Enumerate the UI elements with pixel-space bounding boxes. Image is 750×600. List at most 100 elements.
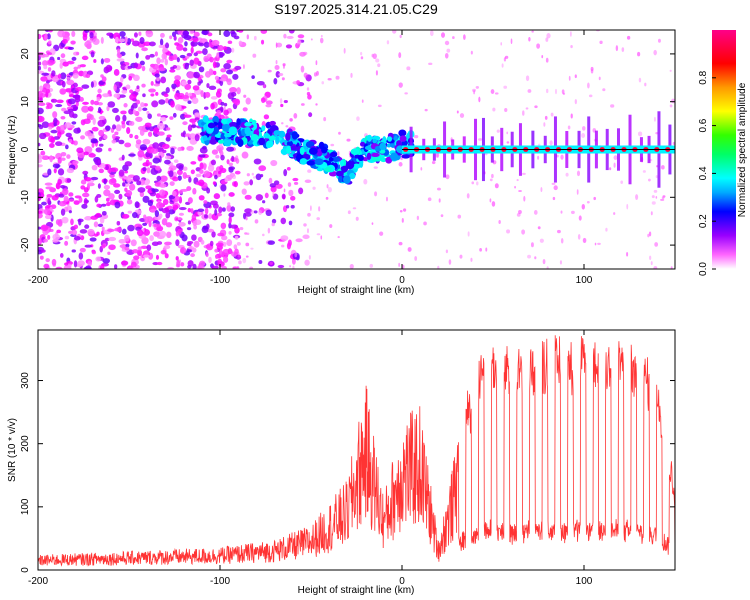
spectrogram-noise-mark [356,116,360,121]
spectrogram-noise-mark [177,216,182,221]
spectrogram-noise-mark [159,230,167,238]
spectrogram-noise-mark [155,254,160,260]
spectrogram-chirp-mark [222,123,231,132]
spectrogram-noise-mark [200,239,205,245]
snr-y-tick-label: 200 [20,435,31,452]
spectrogram-x-ticks: -200 -100 0 100 [28,30,593,286]
colorbar-tick-label: 0.2 [698,214,709,228]
spectrogram-noise-mark [228,192,235,197]
spectrogram-noise-mark [172,190,177,197]
spectrogram-noise-mark [127,210,133,214]
spectrogram-noise-mark [57,73,62,80]
spectrogram-noise-mark [38,194,42,202]
spectrogram-noise-mark [452,36,455,39]
spectrogram-noise-mark [165,222,173,228]
spectrogram-noise-mark [576,189,579,195]
spectrogram-noise-mark [260,30,268,34]
spectrogram-noise-mark [92,38,100,46]
spectrogram-noise-mark [38,142,41,147]
spectrogram-noise-mark [94,196,99,203]
spectrogram-noise-mark [231,91,237,97]
snr-background [38,330,675,570]
spectrogram-noise-mark [150,80,154,86]
spectrogram-noise-mark [97,223,104,228]
spectrogram-noise-mark [275,42,283,48]
spectrogram-noise-mark [204,91,211,98]
spectrogram-noise-mark [565,172,569,177]
spectrogram-noise-mark [223,193,226,197]
spectrogram-chirp-mark [357,154,364,162]
spectrogram-noise-mark [197,208,205,213]
spectrogram-noise-mark [223,109,229,116]
spectrogram-noise-mark [177,175,182,181]
spectrogram-noise-mark [204,214,208,219]
spectrogram-noise-mark [647,178,651,182]
spectrogram-noise-mark [136,85,140,90]
snr-frame [37,329,676,571]
spectrogram-noise-mark [41,155,50,161]
spectrogram-noise-mark [416,215,420,221]
spectrogram-noise-mark [470,257,473,262]
spectrogram-noise-mark [372,53,377,60]
spectrogram-noise-mark [590,69,594,74]
spectrogram-noise-mark [178,207,187,211]
spectrogram-chirp-mark [202,135,208,142]
spectrogram-chirp-mark [217,139,225,144]
spectrogram-noise-mark [135,52,139,59]
spectrogram-chirp-mark [244,126,251,136]
spectrogram-noise-mark [199,169,204,174]
spectrogram-noise-mark [132,175,140,182]
spectrogram-chirp-mark [387,136,393,142]
spectrogram-noise-mark [582,126,586,131]
spectrogram-noise-mark [101,210,107,216]
spectrogram-noise-mark [189,138,198,145]
spectrogram-noise-mark [141,237,149,245]
spectrogram-noise-mark [129,93,137,101]
spectrogram-noise-mark [148,41,156,47]
spectrogram-noise-mark [543,122,546,127]
spectrogram-chirp-mark [349,172,356,180]
spectrogram-noise-mark [181,95,190,99]
spectrogram-noise-mark [478,96,481,103]
spectrogram-noise-mark [203,163,207,171]
spectrogram-noise-mark [672,141,675,146]
spectrogram-noise-mark [173,159,179,163]
spectrogram-noise-mark [128,108,134,115]
spectrogram-noise-mark [84,130,92,137]
spectrogram-noise-mark [226,159,230,165]
spectrogram-chirp-mark [273,130,281,136]
spectrogram-noise-mark [127,224,135,232]
spectrogram-noise-mark [525,75,530,82]
spectrogram-noise-mark [157,122,165,130]
spectrogram-noise-mark [510,38,513,44]
spectrogram-noise-mark [286,166,291,171]
spectrogram-noise-mark [236,87,241,95]
spectrogram-noise-mark [252,53,257,58]
spectrogram-noise-mark [151,188,159,193]
spectrogram-noise-mark [101,244,106,249]
spectrogram-noise-mark [90,99,95,105]
spectrogram-noise-mark [293,113,298,119]
spectrogram-noise-mark [55,141,63,147]
spectrogram-noise-mark [228,216,232,224]
spectrogram-noise-mark [142,195,150,203]
spectrogram-noise-mark [403,208,407,212]
spectrogram-noise-mark [160,59,165,63]
spectrogram-noise-mark [267,69,272,73]
spectrogram-noise-mark [369,263,374,268]
spectrogram-noise-mark [182,121,188,126]
spectrogram-noise-mark [234,65,242,70]
spectrogram-noise-mark [124,187,128,192]
spectrogram-noise-mark [244,208,253,214]
spectrogram-noise-mark [352,207,357,210]
spectrogram-noise-mark [350,72,353,78]
spectrogram-noise-mark [208,85,217,91]
spectrogram-noise-mark [134,201,140,209]
spectrogram-noise-mark [164,155,172,160]
spectrogram-noise-mark [289,265,291,268]
spectrogram-noise-mark [457,214,462,219]
spectrogram-noise-mark [108,178,117,185]
spectrogram-chirp-mark [345,160,355,170]
spectrogram-noise-mark [288,189,294,197]
spectrogram-noise-mark [114,189,121,194]
